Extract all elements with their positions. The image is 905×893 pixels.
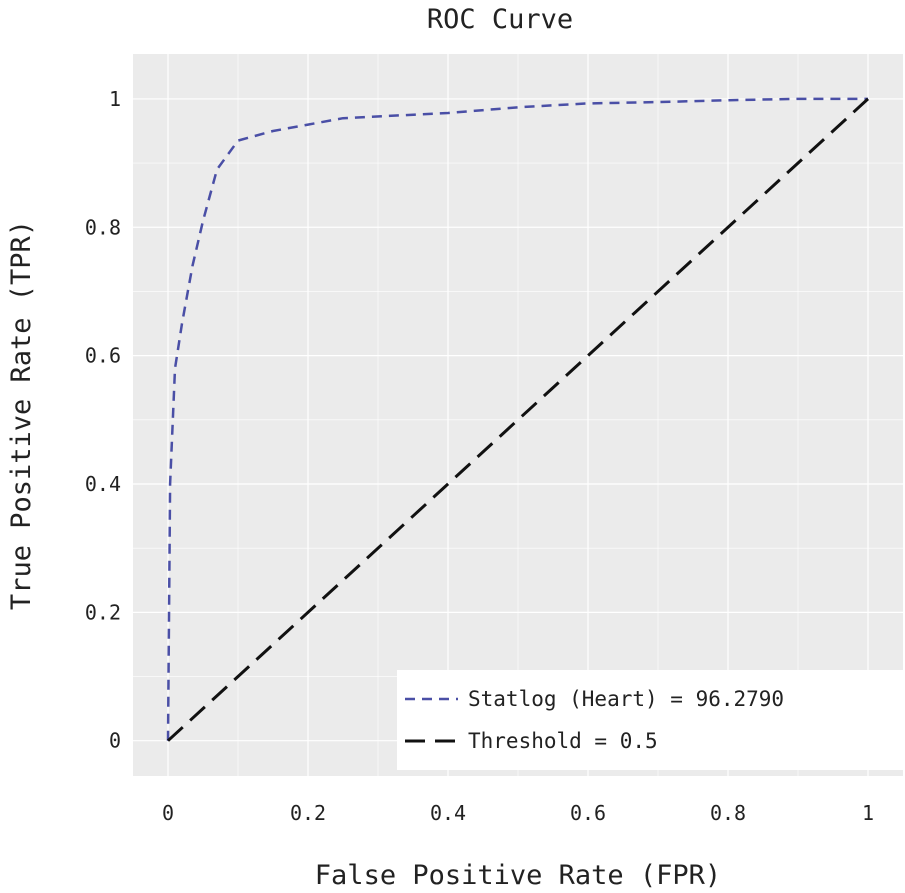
x-tick-label: 0.2 <box>290 801 326 825</box>
series-statlog-curve <box>166 97 868 741</box>
y-tick-label: 0.4 <box>85 472 121 496</box>
x-axis-label: False Positive Rate (FPR) <box>315 860 721 891</box>
x-tick-label: 0.8 <box>710 801 746 825</box>
grid-lines <box>133 54 903 776</box>
y-tick-label: 0.2 <box>85 600 121 624</box>
x-tick-label: 0 <box>162 801 174 825</box>
series-threshold-line <box>166 97 870 742</box>
x-tick-label: 0.6 <box>570 801 606 825</box>
legend-box <box>397 670 903 770</box>
series-layer <box>166 97 870 742</box>
y-tick-label: 0 <box>109 729 121 753</box>
legend: Statlog (Heart) = 96.2790 Threshold = 0.… <box>397 670 903 770</box>
x-tick-label: 1 <box>862 801 874 825</box>
axis-ticks: 0 0.2 0.4 0.6 0.8 1 0 0.2 0.4 0.6 0.8 1 <box>85 87 874 825</box>
legend-label-statlog: Statlog (Heart) = 96.2790 <box>468 687 784 711</box>
y-tick-label: 0.8 <box>85 215 121 239</box>
legend-label-threshold: Threshold = 0.5 <box>468 729 658 753</box>
x-tick-label: 0.4 <box>430 801 466 825</box>
y-axis-label: True Positive Rate (TPR) <box>6 220 37 610</box>
y-tick-label: 0.6 <box>85 344 121 368</box>
y-tick-label: 1 <box>109 87 121 111</box>
chart-title: ROC Curve <box>427 4 573 35</box>
